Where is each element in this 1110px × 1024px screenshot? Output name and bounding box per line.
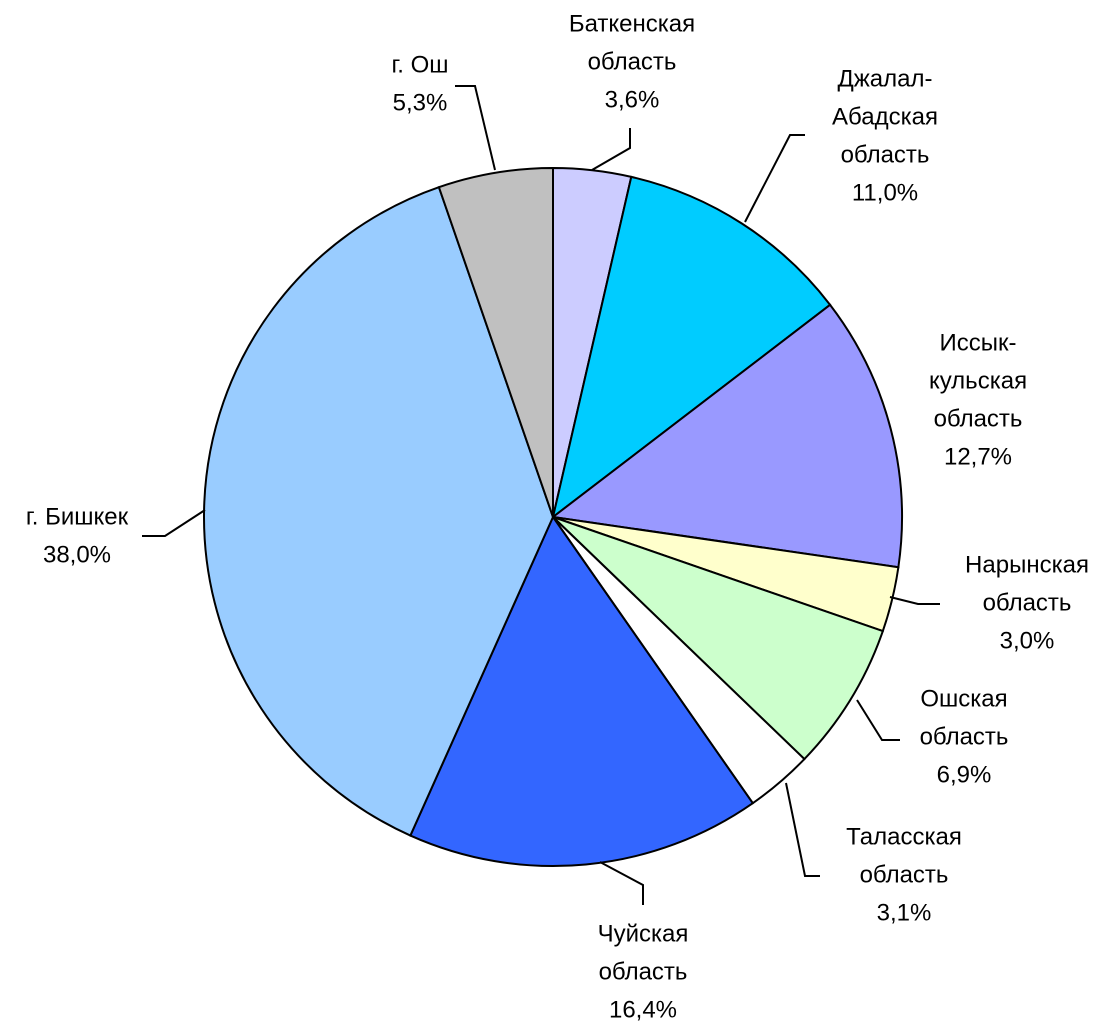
value-label: 3,0% [1000, 627, 1055, 654]
slice-label: Иссык- [940, 329, 1017, 356]
slice-label: область [860, 861, 949, 888]
slice-label: Абадская [832, 103, 938, 130]
slice-label: область [920, 723, 1009, 750]
leader-line [785, 782, 820, 877]
leader-line [599, 861, 644, 905]
value-label: 6,9% [937, 761, 992, 788]
slice-label: Таласская [846, 823, 962, 850]
slice-label: Ошская [920, 685, 1007, 712]
leader-line [591, 128, 631, 171]
value-label: 3,1% [877, 899, 932, 926]
slice-label: область [841, 141, 930, 168]
value-label: 38,0% [43, 541, 111, 568]
value-label: 12,7% [944, 443, 1012, 470]
slice-label: область [934, 405, 1023, 432]
pie-slice [551, 175, 832, 520]
slice-label: Баткенская [569, 10, 695, 37]
leader-line [455, 85, 496, 171]
slice-label: г. Бишкек [26, 503, 129, 530]
slice-label: область [983, 589, 1072, 616]
pie-slice [203, 185, 555, 837]
leader-line [856, 699, 900, 741]
pie-slice [437, 166, 554, 518]
slice-label: Чуйская [598, 920, 689, 947]
slice-label: Нарынская [965, 551, 1089, 578]
pie-slice [409, 514, 755, 867]
pie-slice [552, 516, 885, 761]
slice-label: г. Ош [391, 51, 448, 78]
value-label: 5,3% [393, 89, 448, 116]
leader-line [889, 596, 940, 605]
leader-line [744, 134, 805, 223]
leader-line [142, 509, 206, 537]
slice-label: Джалал- [837, 65, 932, 92]
slice-label: область [588, 48, 677, 75]
pie-slice [550, 303, 903, 569]
slice-label: область [599, 958, 688, 985]
slice-label: кульская [929, 367, 1027, 394]
value-label: 3,6% [605, 86, 660, 113]
value-label: 16,4% [609, 996, 677, 1023]
value-label: 11,0% [852, 179, 918, 206]
